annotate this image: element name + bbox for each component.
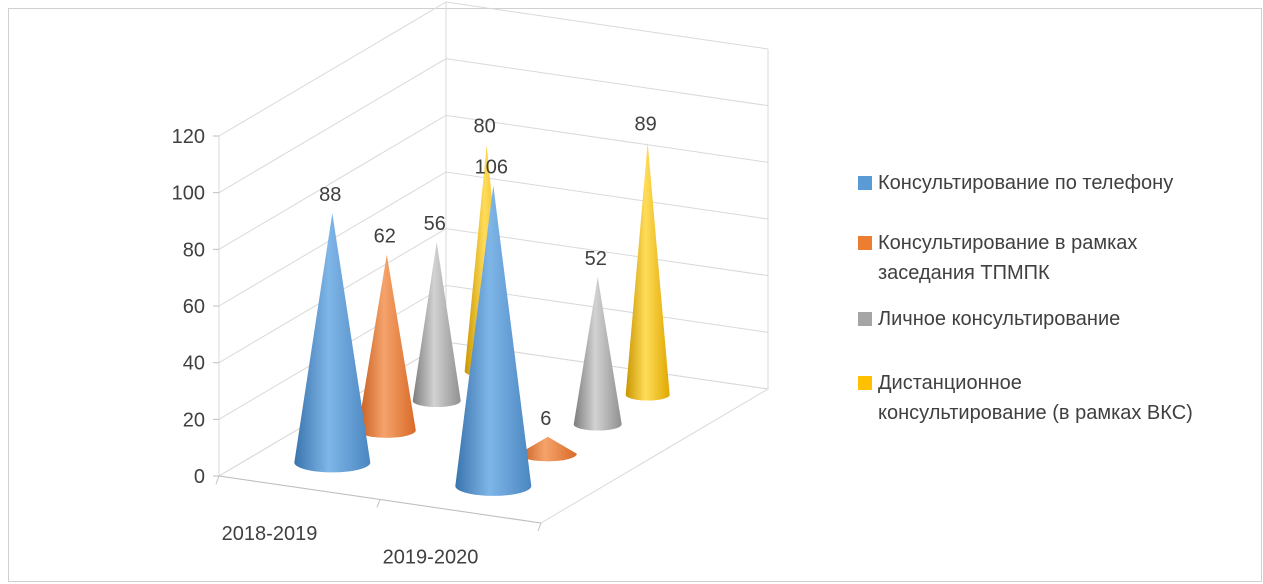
legend-swatch-personal [858, 312, 872, 326]
legend-item-phone: Консультирование по телефону [858, 168, 1173, 198]
y-tick-label: 80 [183, 239, 205, 261]
cone-mark [518, 436, 577, 462]
axis-layer: 0 20 40 60 80 100 120 2018-2019 2019-2020 [172, 126, 542, 568]
y-tick-label: 100 [172, 183, 205, 205]
x-tick-label: 2018-2019 [222, 523, 318, 545]
cone-mark [455, 185, 532, 496]
x-tick-mark [537, 522, 542, 532]
label-layer: 80 89 56 52 62 6 88 106 [319, 114, 657, 430]
y-tick-label: 40 [183, 353, 205, 375]
cone-mark [573, 276, 622, 431]
cone-layer [294, 142, 670, 496]
y-tick-label: 60 [183, 296, 205, 318]
y-tick-label: 0 [194, 466, 205, 488]
cone-body [455, 185, 532, 496]
legend-label-personal: Личное консультирование [878, 308, 1121, 330]
cone-body [518, 436, 577, 462]
cone-mark [625, 142, 670, 401]
cone-mark [357, 254, 416, 438]
data-label: 52 [585, 248, 607, 270]
legend-label-remote-line1: Дистанционное [878, 372, 1022, 394]
data-label: 56 [424, 213, 446, 235]
cone-body [573, 276, 622, 431]
cone-body [625, 142, 670, 401]
x-tick-mark [376, 499, 381, 508]
cone-mark [412, 242, 461, 408]
y-tick-label: 120 [172, 126, 205, 148]
data-label: 62 [374, 226, 396, 248]
legend-label-tpmpk-line2: заседания ТПМПК [878, 262, 1050, 284]
legend-item-remote: Дистанционное консультирование (в рамках… [858, 368, 1193, 428]
legend-label-phone: Консультирование по телефону [878, 172, 1174, 194]
data-label: 106 [475, 157, 508, 179]
cone-mark [294, 213, 371, 473]
y-tick-label: 20 [183, 409, 205, 431]
cone-body [412, 242, 461, 408]
data-label: 88 [319, 184, 341, 206]
data-label: 89 [635, 114, 657, 136]
cone-body [294, 213, 371, 473]
legend-swatch-tpmpk [858, 236, 872, 250]
legend-item-personal: Личное консультирование [858, 304, 1120, 334]
legend-item-tpmpk: Консультирование в рамках заседания ТПМП… [858, 228, 1137, 288]
legend-swatch-phone [858, 176, 872, 190]
data-label: 80 [474, 116, 496, 138]
cone-body [357, 254, 416, 438]
x-tick-label: 2019-2020 [383, 546, 479, 568]
x-tick-mark [215, 475, 220, 485]
data-label: 6 [540, 408, 551, 430]
legend-label-tpmpk-line1: Консультирование в рамках [878, 232, 1138, 254]
legend-label-remote-line2: консультирование (в рамках ВКС) [878, 402, 1193, 424]
legend-swatch-remote [858, 376, 872, 390]
